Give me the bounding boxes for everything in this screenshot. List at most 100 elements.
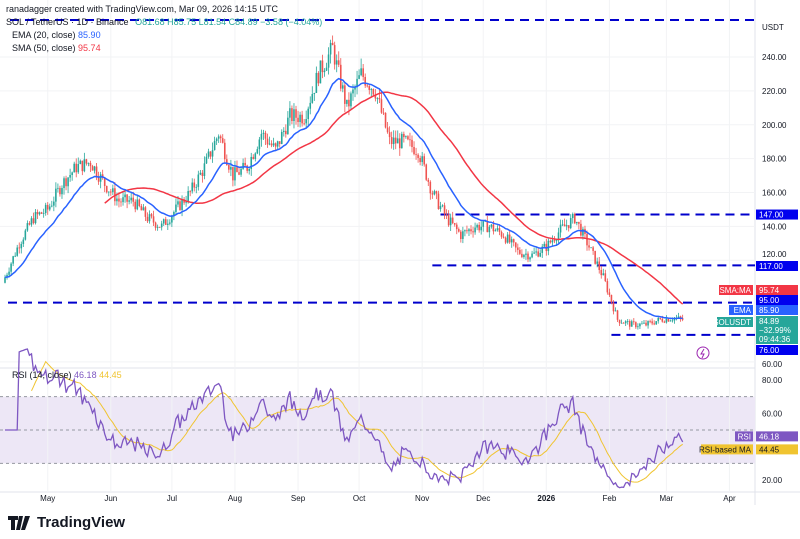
level-tag-95-bg bbox=[756, 295, 798, 305]
candle-body bbox=[468, 229, 470, 232]
candle-body bbox=[519, 249, 521, 254]
candle-body bbox=[441, 205, 444, 207]
candle-body bbox=[327, 54, 330, 68]
level-tag-76: 76.00 bbox=[756, 345, 798, 355]
sma-50-line bbox=[104, 91, 684, 305]
tradingview-logo[interactable]: TradingView bbox=[8, 514, 125, 531]
time-tick-label: Jul bbox=[167, 494, 177, 503]
candle-body bbox=[657, 317, 660, 322]
sma-price-tag: 95.74 bbox=[756, 285, 798, 295]
level-tag-117-text: 117.00 bbox=[759, 262, 783, 271]
level-tag-76-text: 76.00 bbox=[759, 346, 780, 355]
candle-body bbox=[331, 42, 334, 46]
candle-body bbox=[209, 151, 212, 157]
candle-body bbox=[641, 323, 643, 325]
rsi-legend[interactable]: RSI (14, close) 46.18 44.45 bbox=[12, 370, 122, 380]
ema-legend[interactable]: EMA (20, close) 85.90 bbox=[12, 30, 101, 40]
rsi-name-tag-label: RSI bbox=[738, 432, 751, 441]
candle-body bbox=[81, 160, 84, 172]
candle-body bbox=[390, 137, 393, 145]
last-price-tag-text: −32.99% bbox=[759, 326, 791, 335]
candle-body bbox=[447, 214, 450, 226]
tradingview-logo-icon bbox=[8, 515, 30, 530]
candle-body bbox=[533, 252, 535, 254]
rsi-ma-name-tag-label: RSI-based MA bbox=[699, 445, 752, 454]
candle-body bbox=[313, 92, 316, 95]
candle-body bbox=[132, 197, 135, 202]
candle-body bbox=[401, 133, 403, 149]
candle-body bbox=[272, 143, 275, 146]
ema-price-tag-text: 85.90 bbox=[759, 306, 780, 315]
candle-body bbox=[482, 221, 485, 227]
candle-body bbox=[244, 162, 246, 166]
lightning-alert-icon[interactable] bbox=[696, 346, 710, 360]
candle-body bbox=[24, 230, 27, 240]
candle-body bbox=[553, 240, 556, 242]
candle-body bbox=[193, 182, 196, 188]
candle-body bbox=[122, 197, 124, 203]
candle-body bbox=[490, 224, 493, 227]
candle-body bbox=[508, 234, 511, 243]
price-chart[interactable]: 240.00 220.00 200.00 180.00 160.00 140.00 120.… bbox=[0, 0, 800, 505]
candle-body bbox=[195, 186, 198, 188]
rsi-value-tag-bg bbox=[756, 431, 798, 442]
rsi-tick-label: 80.00 bbox=[762, 376, 783, 385]
candle-body bbox=[384, 112, 387, 128]
candle-body bbox=[537, 251, 539, 257]
candle-body bbox=[175, 204, 177, 212]
candle-body bbox=[630, 321, 633, 327]
candle-body bbox=[280, 131, 283, 144]
time-tick-label: Dec bbox=[476, 494, 490, 503]
candle-body bbox=[370, 89, 373, 90]
candle-body bbox=[219, 136, 222, 139]
candle-body bbox=[189, 191, 191, 192]
ema-price-tag-bg bbox=[756, 305, 798, 315]
price-tick-label: 200.00 bbox=[762, 121, 787, 130]
candle-body bbox=[270, 143, 273, 146]
candle-body bbox=[529, 257, 531, 260]
symbol-name-tag-bg bbox=[717, 317, 753, 327]
candle-body bbox=[348, 99, 350, 107]
candle-body bbox=[360, 68, 362, 76]
candle-body bbox=[543, 243, 546, 247]
candle-body bbox=[443, 205, 446, 215]
candle-body bbox=[48, 206, 51, 210]
candle-body bbox=[376, 97, 379, 99]
candle-body bbox=[59, 187, 61, 195]
candle-body bbox=[620, 322, 623, 324]
candle-body bbox=[71, 172, 73, 176]
created-by-text: ranadagger created with TradingView.com,… bbox=[6, 4, 278, 14]
candle-body bbox=[335, 60, 338, 65]
candle-body bbox=[217, 136, 220, 139]
candle-body bbox=[187, 191, 189, 202]
ema-price-tag: 85.90 bbox=[756, 305, 798, 315]
price-axis-unit: USDT bbox=[762, 23, 784, 32]
candle-body bbox=[517, 247, 519, 250]
candle-body bbox=[230, 167, 232, 170]
candle-body bbox=[643, 322, 645, 324]
candle-body bbox=[242, 162, 244, 169]
candle-body bbox=[651, 321, 653, 324]
candle-body bbox=[667, 318, 670, 322]
candle-body bbox=[405, 136, 407, 138]
candle-body bbox=[547, 240, 550, 252]
candle-body bbox=[460, 231, 462, 239]
candle-body bbox=[510, 239, 513, 243]
candle-body bbox=[319, 60, 322, 84]
candle-body bbox=[604, 273, 607, 282]
candle-body bbox=[407, 136, 409, 140]
candle-body bbox=[95, 166, 98, 178]
candle-body bbox=[264, 132, 267, 139]
candle-body bbox=[557, 232, 560, 241]
candle-body bbox=[480, 226, 482, 231]
candle-body bbox=[565, 225, 568, 227]
candle-body bbox=[201, 172, 204, 176]
candle-body bbox=[97, 177, 100, 182]
candle-body bbox=[653, 323, 655, 325]
candle-body bbox=[354, 87, 356, 90]
sma-legend[interactable]: SMA (50, close) 95.74 bbox=[12, 43, 101, 53]
candle-body bbox=[138, 199, 141, 206]
candle-body bbox=[535, 251, 537, 253]
sma-price-tag-bg bbox=[756, 285, 798, 295]
candle-body bbox=[358, 75, 360, 79]
